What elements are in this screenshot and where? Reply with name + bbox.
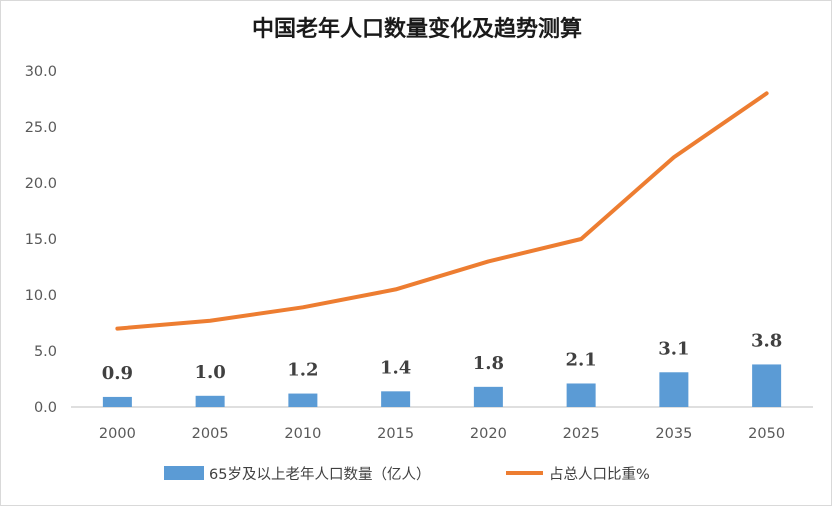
y-tick-label: 30.0 [25,64,57,80]
bar [567,383,596,407]
bar-data-label: 2.1 [565,349,596,370]
x-tick-label: 2020 [470,426,507,442]
legend-line-label: 占总人口比重% [549,466,650,483]
y-tick-label: 25.0 [25,120,57,136]
bar [288,394,317,407]
bar-data-label: 1.2 [287,360,318,381]
y-tick-label: 5.0 [34,344,57,360]
y-tick-label: 20.0 [25,176,57,192]
bar-data-label: 3.8 [751,330,782,351]
legend-bar-label: 65岁及以上老年人口数量（亿人） [209,466,430,483]
bar-data-label: 3.1 [658,338,689,359]
y-tick-label: 10.0 [25,288,57,304]
bar-data-label: 0.9 [102,363,133,384]
line-series [117,93,766,328]
x-tick-label: 2000 [99,426,136,442]
bar-data-label: 1.8 [473,353,504,374]
x-tick-label: 2005 [192,426,229,442]
x-tick-label: 2050 [748,426,785,442]
x-tick-label: 2025 [563,426,600,442]
bar [659,372,688,407]
bar-data-label: 1.0 [194,362,225,383]
bar [196,396,225,407]
bar [752,364,781,407]
legend-bar-swatch [164,466,204,480]
bar [103,397,132,407]
y-tick-label: 0.0 [34,400,57,416]
x-tick-label: 2035 [655,426,692,442]
bar [381,391,410,407]
bar-data-label: 1.4 [380,357,411,378]
bar [474,387,503,407]
y-tick-label: 15.0 [25,232,57,248]
x-tick-label: 2015 [377,426,414,442]
x-tick-label: 2010 [284,426,321,442]
